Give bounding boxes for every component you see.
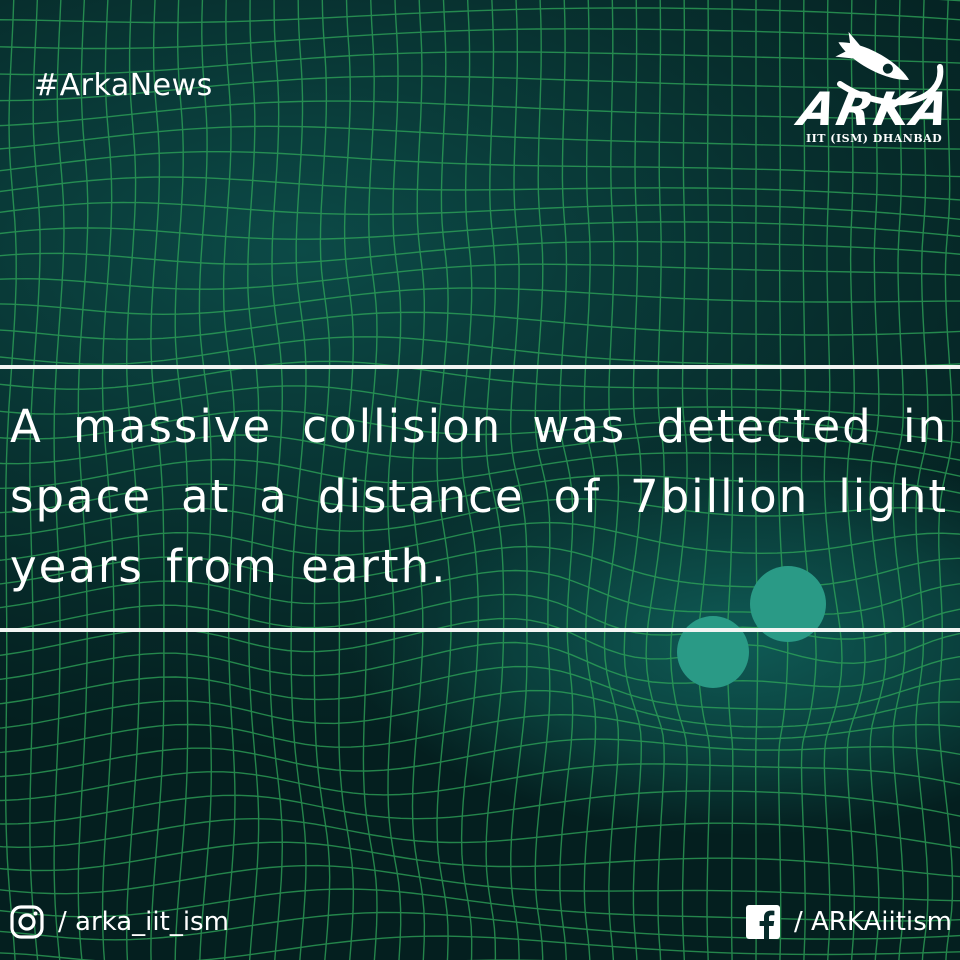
grid-line: [0, 545, 960, 588]
grid-line: [0, 569, 960, 616]
grid-line: [823, 0, 843, 960]
grid-line: [0, 51, 960, 76]
divider-bottom: [0, 628, 960, 632]
grid-line: [485, 0, 505, 960]
facebook-handle: / ARKAiitism: [794, 907, 952, 937]
logo-wordmark: ARKA: [794, 82, 957, 136]
grid-line: [846, 0, 866, 960]
grid-line: [0, 7, 960, 24]
grid-line: [0, 498, 960, 538]
grid-line: [387, 0, 402, 960]
black-hole-orb-small: [677, 616, 749, 688]
grid-line: [755, 0, 759, 960]
grid-line: [0, 287, 960, 316]
grid-line: [0, 935, 960, 960]
grid-line: [436, 0, 452, 960]
grid-line: [0, 713, 960, 754]
grid-line: [0, 433, 960, 465]
grid-line: [0, 263, 960, 290]
grid-line: [247, 0, 260, 960]
grid-line: [0, 150, 960, 178]
grid-line: [603, 0, 620, 960]
grid-line: [222, 0, 236, 960]
grid-line: [938, 0, 954, 960]
grid-line: [0, 817, 960, 849]
grid-line: [0, 201, 960, 220]
grid-line: [0, 864, 960, 902]
divider-top: [0, 365, 960, 369]
grid-line: [338, 0, 355, 960]
grid-line: [777, 0, 789, 960]
grid-line: [101, 0, 115, 960]
grid-line: [0, 409, 960, 444]
grid-line: [697, 0, 711, 960]
grid-line: [0, 641, 960, 688]
grid-line: [313, 0, 331, 960]
grid-line: [623, 0, 643, 960]
grid-line: [0, 221, 960, 240]
instagram-link[interactable]: / arka_iit_ism: [10, 900, 229, 944]
grid-line: [0, 593, 960, 640]
grid-line: [268, 0, 284, 960]
grid-line: [198, 0, 213, 960]
grid-line: [0, 125, 960, 150]
grid-line: [77, 0, 89, 960]
grid-line: [0, 665, 960, 710]
grid-line: [800, 0, 817, 960]
grid-line: [0, 100, 960, 127]
grid-line: [0, 763, 960, 802]
grid-line: [53, 0, 65, 960]
grid-line: [645, 0, 665, 960]
grid-line: [869, 0, 887, 960]
grid-line: [0, 28, 960, 50]
grid-line: [0, 176, 960, 201]
black-hole-orb-large: [750, 566, 826, 642]
grid-line: [0, 689, 960, 729]
grid-line: [125, 0, 141, 960]
grid-line: [583, 0, 597, 960]
rocket-icon: [835, 31, 944, 106]
headline: A massive collision was detected in spac…: [10, 400, 948, 593]
grid-line: [915, 0, 929, 960]
facebook-link[interactable]: / ARKAiitism: [746, 900, 952, 944]
grid-line: [0, 75, 960, 102]
grid-line: [559, 0, 574, 960]
instagram-handle: / arka_iit_ism: [58, 907, 229, 937]
grid-line: [0, 240, 960, 265]
grid-line: [29, 0, 41, 960]
grid-line: [4, 0, 17, 960]
grid-line: [0, 360, 960, 396]
grid-line: [0, 452, 960, 490]
grid-line: [0, 888, 960, 922]
grid-line: [0, 385, 960, 423]
grid-line: [0, 790, 960, 825]
grid-line: [174, 0, 189, 960]
instagram-icon: [10, 905, 44, 939]
grid-line: [0, 311, 960, 341]
grid-line: [362, 0, 378, 960]
grid-line: [0, 911, 960, 941]
grid-line: [0, 738, 960, 778]
facebook-icon: [746, 905, 780, 939]
grid-line: [150, 0, 165, 960]
arka-logo[interactable]: ARKA IIT (ISM) DHANBAD: [770, 22, 956, 152]
grid-line: [0, 841, 960, 878]
grid-line: [509, 0, 528, 960]
grid-line: [0, 336, 960, 368]
grid-line: [460, 0, 480, 960]
grid-line: [411, 0, 426, 960]
grid-line: [939, 0, 960, 2]
grid-line: [669, 0, 688, 960]
grid-line: [892, 0, 906, 960]
logo-subtitle: IIT (ISM) DHANBAD: [806, 132, 943, 145]
grid-line: [726, 0, 734, 960]
grid-line: [0, 521, 960, 561]
grid-line: [0, 474, 960, 514]
hashtag: #ArkaNews: [34, 68, 213, 103]
grid-line: [290, 0, 307, 960]
grid-line: [534, 0, 551, 960]
